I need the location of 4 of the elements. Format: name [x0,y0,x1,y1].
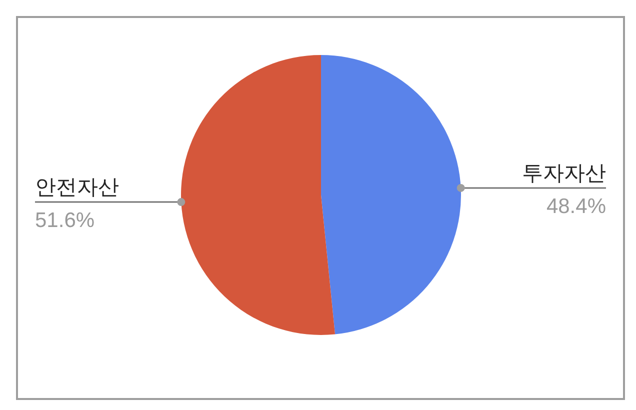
slice-label: 안전자산 [35,176,119,200]
data-label: 48.4% [546,194,606,218]
slice-label: 투자자산 [522,162,606,185]
data-label: 51.6% [35,209,95,232]
